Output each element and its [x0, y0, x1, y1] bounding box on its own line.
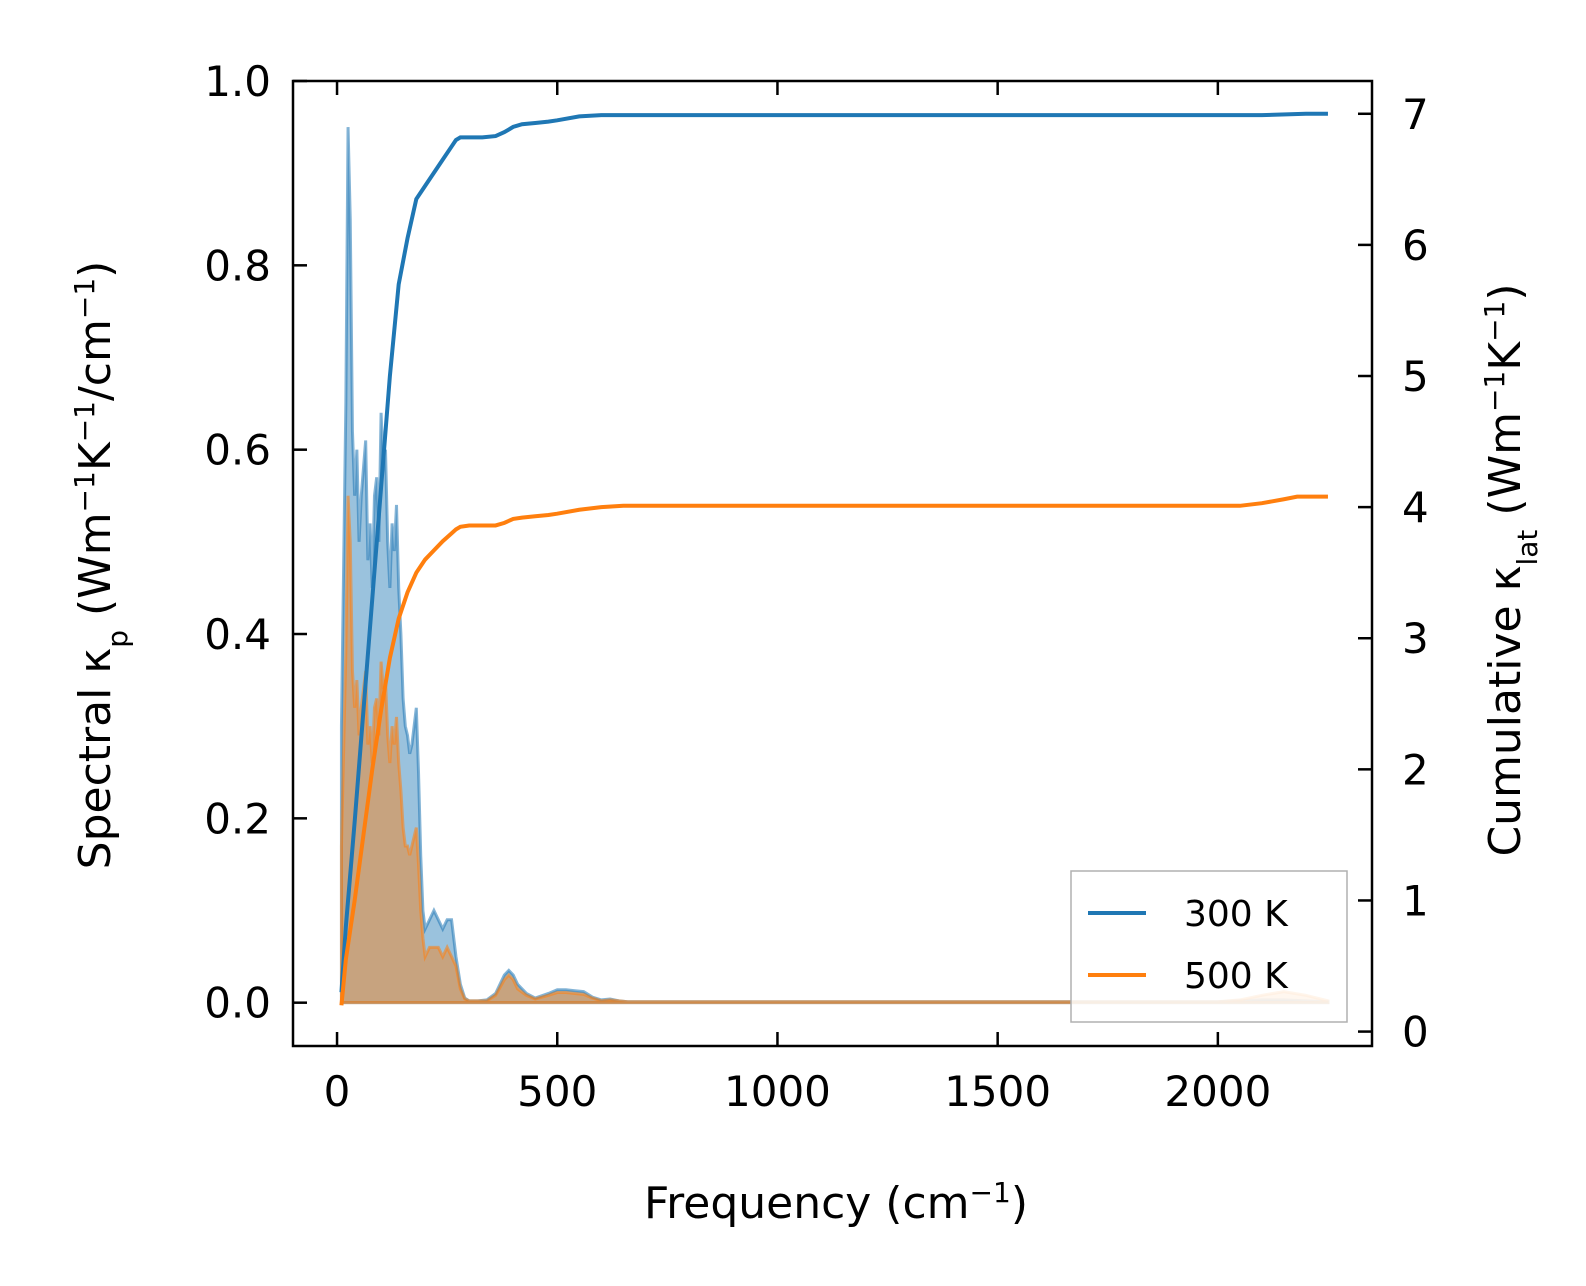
legend-box [1070, 870, 1348, 1023]
spectral-fills [339, 127, 1330, 1005]
legend-label-500k: 500 K [1184, 956, 1289, 997]
x-axis: 0 500 1000 1500 2000 [324, 81, 1271, 1116]
legend: 300 K 500 K [1070, 870, 1348, 1023]
right-y-axis-label: Cumulative κlat (Wm−1K−1) [1478, 283, 1544, 856]
legend-label-300k: 300 K [1184, 894, 1289, 935]
series-lines [339, 111, 1328, 1006]
right-y-tick-label: 5 [1402, 352, 1429, 401]
right-y-tick-label: 7 [1402, 90, 1429, 139]
x-tick-label: 2000 [1164, 1067, 1271, 1116]
left-y-tick-label: 0.8 [204, 241, 271, 290]
right-y-tick-label: 0 [1402, 1008, 1429, 1057]
right-y-tick-label: 3 [1402, 614, 1429, 663]
left-y-axis-label: Spectral κp (Wm−1K−1/cm−1) [68, 261, 134, 870]
right-y-tick-label: 4 [1402, 483, 1429, 532]
left-y-tick-label: 1.0 [204, 57, 271, 106]
cumulative-line-0 [339, 111, 1328, 993]
right-y-axis: 0 1 2 3 4 5 6 7 [1358, 90, 1429, 1057]
left-y-tick-label: 0.4 [204, 610, 271, 659]
right-y-tick-label: 1 [1402, 876, 1429, 925]
x-axis-label: Frequency (cm−1) [644, 1176, 1028, 1230]
left-y-tick-label: 0.2 [204, 794, 271, 843]
cumulative-line-1 [339, 494, 1328, 1006]
right-y-tick-label: 6 [1402, 221, 1429, 270]
plot-frame [291, 79, 1374, 1048]
left-y-axis: 0.0 0.2 0.4 0.6 0.8 1.0 [204, 57, 307, 1028]
x-tick-label: 1500 [944, 1067, 1051, 1116]
left-y-tick-label: 0.6 [204, 426, 271, 475]
right-y-tick-label: 2 [1402, 745, 1429, 794]
x-tick-label: 1000 [724, 1067, 831, 1116]
x-tick-label: 0 [324, 1067, 351, 1116]
spectral-area-1 [339, 495, 1330, 1005]
left-y-tick-label: 0.0 [204, 979, 271, 1028]
x-tick-label: 500 [517, 1067, 597, 1116]
